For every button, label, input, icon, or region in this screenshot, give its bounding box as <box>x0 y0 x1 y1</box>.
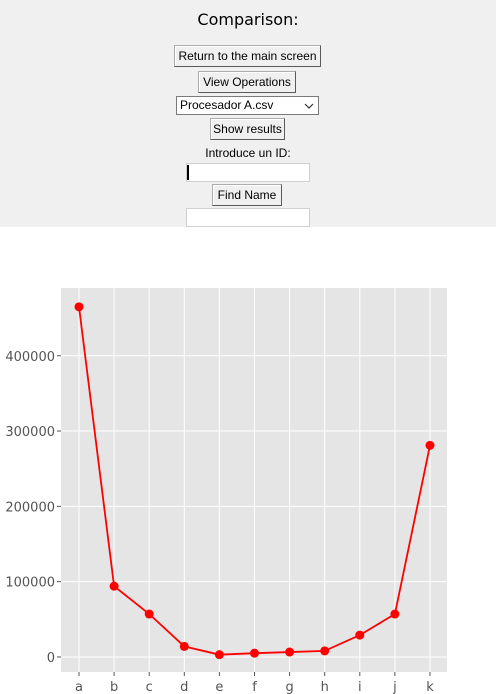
x-tick-label: g <box>285 680 293 694</box>
x-tick-label: k <box>426 680 434 694</box>
line-chart: 0 100000 200000 300000 400000 a b c d e f g h i j k <box>5 288 447 694</box>
x-tick-label: f <box>252 680 257 694</box>
x-tick-label: j <box>392 680 397 694</box>
x-tick-label: d <box>180 680 188 694</box>
x-tick-label: i <box>358 680 362 694</box>
name-output-field[interactable] <box>186 208 310 227</box>
y-tick-label: 300000 <box>5 425 55 440</box>
y-tick-label: 0 <box>47 651 55 666</box>
show-results-button[interactable]: Show results <box>210 118 285 140</box>
x-tick-label: a <box>75 680 83 694</box>
file-select[interactable]: Procesador A.csv <box>176 96 319 115</box>
x-tick-label: b <box>110 680 118 694</box>
find-name-button[interactable]: Find Name <box>212 184 282 206</box>
y-tick-label: 100000 <box>5 576 55 591</box>
file-select-value: Procesador A.csv <box>180 98 274 112</box>
data-point <box>74 302 84 312</box>
comparison-panel: Comparison: Return to the main screen Vi… <box>0 0 496 227</box>
text-cursor <box>187 165 189 180</box>
y-tick-label: 400000 <box>5 350 55 365</box>
data-point <box>109 581 119 591</box>
x-tick-label: e <box>215 680 223 694</box>
data-point <box>390 609 400 619</box>
data-point <box>320 646 330 656</box>
y-tick-label: 200000 <box>5 500 55 515</box>
id-prompt-label: Introduce un ID: <box>205 146 291 160</box>
return-main-screen-button[interactable]: Return to the main screen <box>174 45 321 67</box>
page-title: Comparison: <box>197 10 299 29</box>
chevron-down-icon <box>304 103 314 109</box>
x-tick-label: h <box>321 680 329 694</box>
data-point <box>425 440 435 450</box>
x-tick-label: c <box>146 680 153 694</box>
data-point <box>285 647 295 657</box>
data-point <box>179 641 189 651</box>
id-input[interactable] <box>186 163 310 182</box>
view-operations-button[interactable]: View Operations <box>198 71 296 93</box>
data-point <box>355 630 365 640</box>
data-point <box>214 650 224 660</box>
data-point <box>144 609 154 619</box>
data-point <box>250 648 259 658</box>
